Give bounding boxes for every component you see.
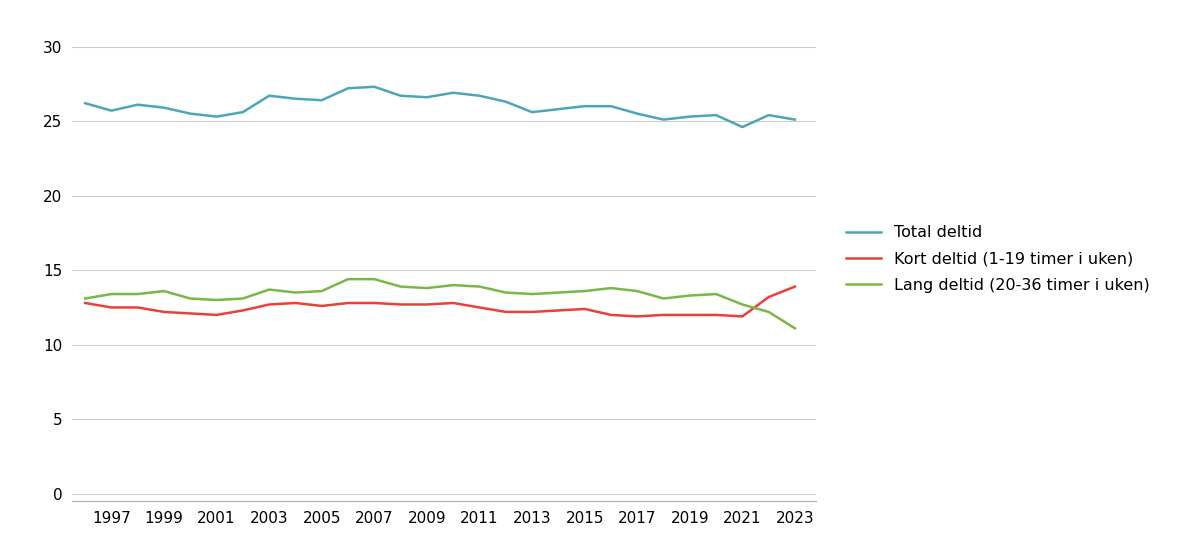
Legend: Total deltid, Kort deltid (1-19 timer i uken), Lang deltid (20-36 timer i uken): Total deltid, Kort deltid (1-19 timer i … bbox=[846, 226, 1150, 292]
